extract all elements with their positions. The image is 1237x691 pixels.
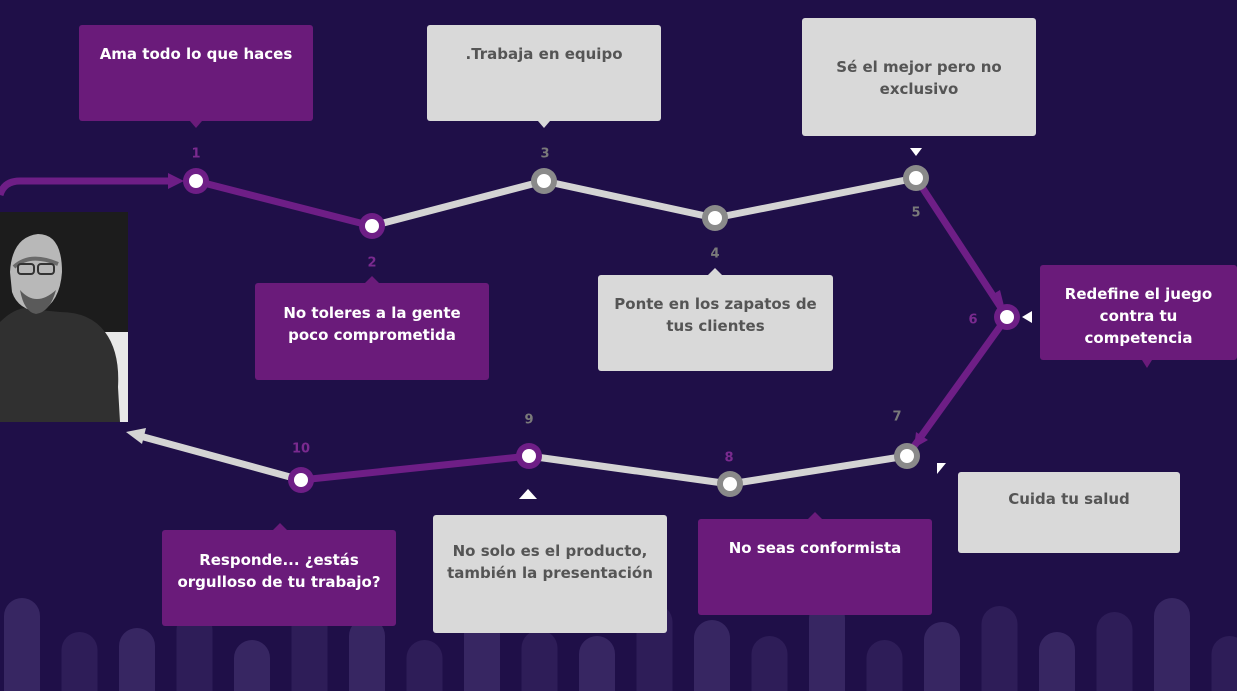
step-2-box: No toleres a la gente poco comprometida bbox=[255, 283, 489, 380]
connector-5-6 bbox=[913, 176, 1010, 319]
entry-line bbox=[0, 177, 170, 197]
step-8-box: No seas conformista bbox=[698, 519, 932, 615]
step-4-label: Ponte en los zapatos de tus clientes bbox=[614, 295, 817, 335]
entry-arrowhead bbox=[168, 173, 184, 189]
step-10-node-dot bbox=[294, 473, 308, 487]
timeline-path bbox=[0, 173, 1010, 488]
step-5-number: 5 bbox=[911, 205, 921, 221]
pointer-7 bbox=[937, 463, 946, 474]
portrait-image bbox=[0, 212, 128, 422]
connector-4-5 bbox=[714, 174, 917, 222]
decorative-bar bbox=[119, 628, 155, 691]
pointer-6b bbox=[1142, 360, 1152, 368]
pointer-2 bbox=[365, 276, 379, 283]
decorative-bar bbox=[924, 622, 960, 691]
decorative-bar bbox=[981, 606, 1018, 691]
step-7-label: Cuida tu salud bbox=[1008, 490, 1130, 508]
step-7-box: Cuida tu salud bbox=[958, 472, 1180, 553]
decorative-bar bbox=[1039, 632, 1075, 691]
step-9-number: 9 bbox=[524, 412, 534, 428]
exit-arrowhead bbox=[126, 428, 146, 444]
arrowhead-7 bbox=[914, 432, 928, 448]
decorative-bar bbox=[521, 630, 558, 691]
connector-2-3 bbox=[371, 177, 545, 230]
step-1-number: 1 bbox=[191, 146, 201, 162]
decorative-bar bbox=[579, 636, 615, 691]
person-portrait-icon bbox=[0, 212, 128, 422]
step-9-box: No solo es el producto, también la prese… bbox=[433, 515, 667, 633]
step-3-label: .Trabaja en equipo bbox=[465, 45, 623, 63]
decorative-bar bbox=[234, 640, 270, 691]
pointer-9 bbox=[519, 489, 537, 499]
decorative-bar bbox=[809, 600, 845, 691]
step-2-label: No toleres a la gente poco comprometida bbox=[283, 304, 461, 344]
decorative-bar bbox=[694, 620, 730, 691]
pointer-8 bbox=[808, 512, 822, 519]
timeline-nodes bbox=[183, 165, 1020, 497]
step-2-node-dot bbox=[365, 219, 379, 233]
decorative-bar bbox=[406, 640, 443, 691]
decorative-bar bbox=[866, 640, 903, 691]
step-7-node-dot bbox=[900, 449, 914, 463]
arrowhead-6 bbox=[990, 290, 1004, 306]
step-9-node-dot bbox=[522, 449, 536, 463]
step-5-node-dot bbox=[909, 171, 923, 185]
step-3-node-dot bbox=[537, 174, 551, 188]
step-8-node-dot bbox=[723, 477, 737, 491]
connector-6-7 bbox=[904, 314, 1010, 459]
step-6-node-dot bbox=[1000, 310, 1014, 324]
decorative-bar bbox=[349, 618, 385, 691]
step-6-label: Redefine el juego contra tu competencia bbox=[1064, 285, 1213, 347]
decorative-bar bbox=[751, 636, 788, 691]
timeline-arrows bbox=[190, 121, 1152, 530]
decorative-bar bbox=[176, 612, 213, 691]
pointer-4 bbox=[708, 268, 722, 275]
step-8-label: No seas conformista bbox=[728, 539, 902, 557]
step-4-box: Ponte en los zapatos de tus clientes bbox=[598, 275, 833, 371]
step-1-box: Ama todo lo que haces bbox=[79, 25, 313, 121]
connector-3-4 bbox=[543, 177, 716, 222]
step-8-number: 8 bbox=[724, 450, 734, 466]
step-2-number: 2 bbox=[367, 255, 377, 271]
step-7-number: 7 bbox=[892, 409, 902, 425]
step-10-label: Responde... ¿estás orgulloso de tu traba… bbox=[177, 551, 381, 591]
step-5-label: Sé el mejor pero no exclusivo bbox=[836, 58, 1002, 98]
decorative-bar bbox=[61, 632, 98, 691]
pointer-10 bbox=[273, 523, 287, 530]
decorative-bar bbox=[4, 598, 40, 691]
step-1-label: Ama todo lo que haces bbox=[99, 45, 293, 63]
pointer-3 bbox=[538, 121, 550, 128]
step-6-number: 6 bbox=[968, 312, 978, 328]
step-3-number: 3 bbox=[540, 146, 550, 162]
step-6-box: Redefine el juego contra tu competencia bbox=[1040, 265, 1237, 360]
step-4-number: 4 bbox=[710, 246, 720, 262]
pointer-1 bbox=[190, 121, 202, 128]
decorative-bar bbox=[1154, 598, 1190, 691]
connector-8-9 bbox=[528, 452, 731, 488]
step-9-label: No solo es el producto, también la prese… bbox=[447, 542, 653, 582]
decorative-bar bbox=[1096, 612, 1133, 691]
step-10-box: Responde... ¿estás orgulloso de tu traba… bbox=[162, 530, 396, 626]
step-5-box: Sé el mejor pero no exclusivo bbox=[802, 18, 1036, 136]
pointer-5 bbox=[910, 148, 922, 156]
exit-line bbox=[139, 432, 302, 484]
pointer-6 bbox=[1022, 311, 1032, 323]
connector-9-10 bbox=[300, 452, 530, 484]
step-4-node-dot bbox=[708, 211, 722, 225]
step-10-number: 10 bbox=[291, 441, 311, 457]
connector-7-8 bbox=[729, 452, 908, 488]
step-3-box: .Trabaja en equipo bbox=[427, 25, 661, 121]
step-1-node-dot bbox=[189, 174, 203, 188]
connector-1-2 bbox=[195, 177, 373, 230]
decorative-bar bbox=[1211, 636, 1237, 691]
